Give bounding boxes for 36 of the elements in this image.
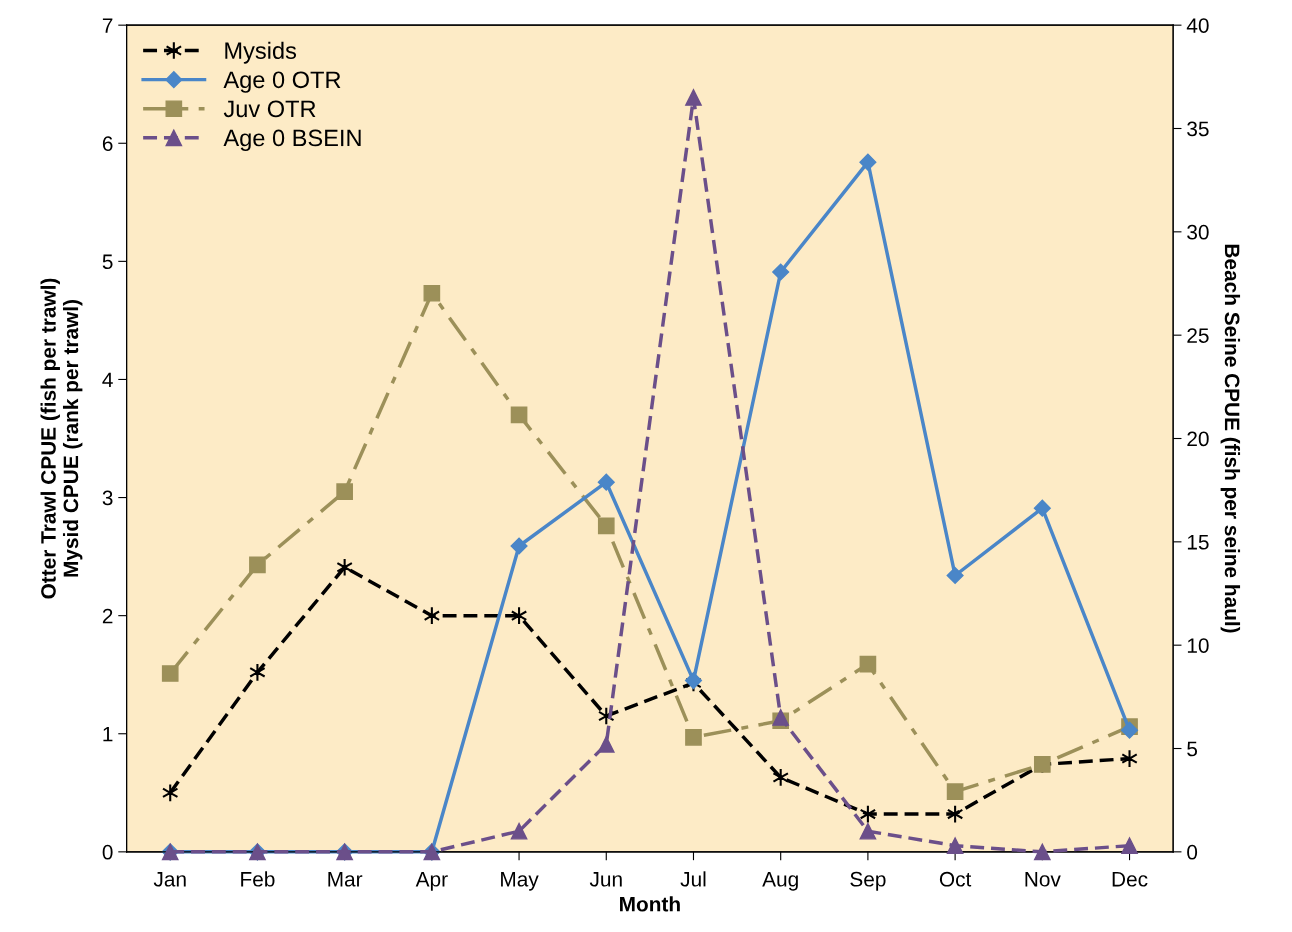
y-tick-label: 2 <box>102 608 113 624</box>
x-tick-label: Jan <box>153 872 186 887</box>
x-tick-label: Apr <box>415 872 448 891</box>
y-axis-title: Otter Trawl CPUE (fish per trawl) Mysid CPUE (rank per trawl) <box>40 278 83 599</box>
y2-tick-label: 5 <box>1187 741 1198 757</box>
x-tick-label: Nov <box>1025 872 1061 887</box>
y2-tick-label: 10 <box>1187 638 1209 653</box>
y2-tick-label: 15 <box>1187 535 1209 550</box>
legend-label: Age 0 OTR <box>223 71 341 93</box>
legend-label: Juv OTR <box>223 100 316 118</box>
x-tick-label: May <box>501 872 539 891</box>
x-tick-label: Mar <box>328 872 363 887</box>
y2-tick-label: 35 <box>1187 121 1209 137</box>
y2-tick-label: 20 <box>1187 431 1209 447</box>
x-tick-label: Oct <box>939 871 972 887</box>
y2-tick-label: 40 <box>1186 18 1209 33</box>
y-tick-label: 6 <box>102 136 113 152</box>
x-tick-label: Jun <box>589 872 622 887</box>
legend-label: Age 0 BSEIN <box>223 129 361 151</box>
y-tick-label: 0 <box>102 844 113 860</box>
y-tick-label: 4 <box>102 372 113 388</box>
y2-tick-label: 30 <box>1187 224 1209 240</box>
y2-axis-title: Beach Seine CPUE (fish per seine haul) <box>1220 244 1241 633</box>
x-tick-label: Dec <box>1112 872 1148 887</box>
legend-label: Mysids <box>225 41 297 64</box>
x-tick-label: Aug <box>762 872 798 891</box>
y-tick-label: 1 <box>103 726 113 742</box>
x-tick-label: Feb <box>241 871 275 887</box>
y-tick-label: 7 <box>102 18 113 33</box>
x-tick-label: Sep <box>850 871 886 891</box>
y-tick-label: 5 <box>102 254 113 270</box>
x-tick-label: Jul <box>680 871 706 887</box>
x-axis-title: Month <box>620 896 680 912</box>
y2-tick-label: 25 <box>1187 328 1209 343</box>
y2-tick-label: 0 <box>1187 844 1198 860</box>
y-tick-label: 3 <box>102 490 113 506</box>
